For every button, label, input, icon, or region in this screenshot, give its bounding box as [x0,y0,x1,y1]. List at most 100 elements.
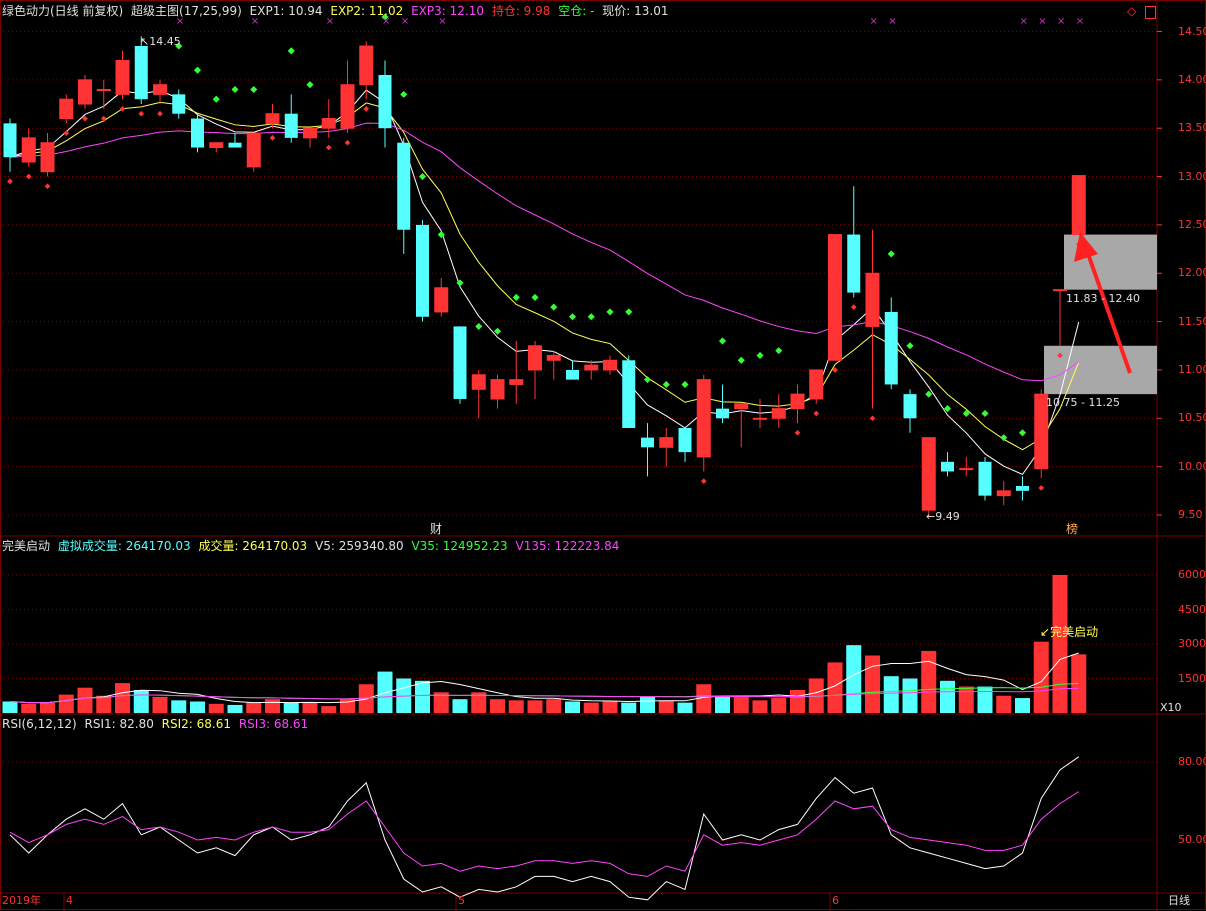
volume-tick-label: 15000 [1178,671,1206,685]
volume-bar [996,695,1012,713]
candle-body-up [959,468,974,471]
diamond-icon[interactable]: ◇ [1127,4,1137,18]
candle-body-up [115,60,130,95]
period-label[interactable]: 日线 [1168,894,1190,907]
volume-bar [677,702,693,713]
top-x-marker: × [870,16,878,27]
volume-bar [133,690,149,713]
sar-dot-red [813,410,820,417]
low-label: ←9.49 [926,510,960,523]
sar-dot-red [363,106,370,112]
sar-dot-green [681,380,689,388]
hold-value: 持仓: 9.98 [491,4,551,18]
candle-body-down [191,118,204,148]
sar-dot-green [456,279,464,287]
volume-bar [940,680,955,713]
volume-bar [902,678,918,713]
candle-body-up [340,84,355,129]
volume-bar [508,700,524,713]
candle-body-up [996,490,1011,497]
top-x-marker: × [1057,16,1065,27]
candle-body-down [284,113,298,138]
rsi-title: RSI(6,12,12) [2,717,77,731]
sar-dot-green [943,405,952,413]
volume-bar [321,706,337,713]
sar-dot-green [475,322,483,330]
price-tick-label: 12.00 [1178,266,1206,280]
sar-dot-green [662,380,670,388]
stock-title: 绿色动力(日线 前复权) [2,4,124,18]
top-x-marker: × [382,16,390,27]
candle-body-up [59,98,74,120]
volume-tick-label: 60000 [1178,568,1206,581]
sar-dots [7,13,1082,491]
price-tick-label: 10.50 [1178,411,1206,425]
sar-dot-green [756,351,764,359]
sar-dot-green [981,409,989,418]
price-tick-label: 14.00 [1178,72,1206,86]
sar-dot-red [138,110,145,117]
sar-dot-green [231,85,239,94]
sar-dot-green [568,313,577,321]
sar-dot-green [1000,434,1008,442]
sar-dot-red [82,115,88,122]
volume-bar [340,699,355,713]
sar-dot-green [718,337,727,345]
candle-body-down [641,437,654,448]
volume-bar [58,694,74,713]
volume-bar [733,696,749,713]
candle-body-down [378,75,392,129]
rsi2-line [9,791,1080,877]
price-tick-label: 10.00 [1178,459,1206,473]
candle-body-up [321,118,336,129]
sar-dot-green [306,81,314,89]
sar-dot-green [193,66,202,74]
volume-bar [771,698,787,713]
volume-bar [452,699,468,713]
candle-body-down [3,123,17,158]
volume-value: 成交量: 264170.03 [198,539,308,553]
virtual-volume: 虚拟成交量: 264170.03 [57,539,191,553]
volume-header: 完美启动 虚拟成交量: 264170.03 成交量: 264170.03 V5:… [2,538,623,554]
volume-bar [1015,698,1030,713]
volume-bar [640,696,655,713]
candle-body-up [21,137,36,163]
window-toggle-icon[interactable] [1145,6,1156,19]
candle-body-up [78,79,92,105]
candle-body-up [828,234,842,361]
price-tick-label: 14.50 [1178,24,1206,38]
volume-bar [958,686,974,713]
volume-bar [527,700,543,713]
candlesticks [3,36,1086,516]
volume-bar [752,700,768,713]
candle-body-up [603,359,617,371]
sar-dot-red [869,415,876,422]
top-x-marker: × [438,16,446,27]
indicator-name: 超级主图(17,25,99) [131,4,242,18]
sar-dot-green [437,231,445,239]
price-tick-label: 11.00 [1178,362,1206,376]
top-x-marker: × [888,16,896,27]
rank-mark[interactable]: 榜 [1066,522,1079,536]
v135-value: V135: 122223.84 [515,539,620,553]
candle-body-down [716,408,729,419]
top-markers: × × × × × × × × × × × × [176,16,1084,27]
volume-bar [921,650,937,713]
candle-body-up [1071,175,1086,236]
top-x-marker: × [251,16,259,27]
candle-body-up [490,379,505,400]
volume-ma5-line [9,652,1079,704]
finance-mark[interactable]: 财 [430,522,443,536]
sar-dot-red [157,110,163,117]
volume-bar [471,692,487,713]
volume-bar [40,702,55,713]
candle-body-up [546,354,561,361]
high-label: ↖14.45 [140,35,181,48]
candle-body-up [359,45,374,86]
volume-bar [152,696,168,713]
candle-body-up [921,437,936,511]
volume-bar [658,700,674,713]
